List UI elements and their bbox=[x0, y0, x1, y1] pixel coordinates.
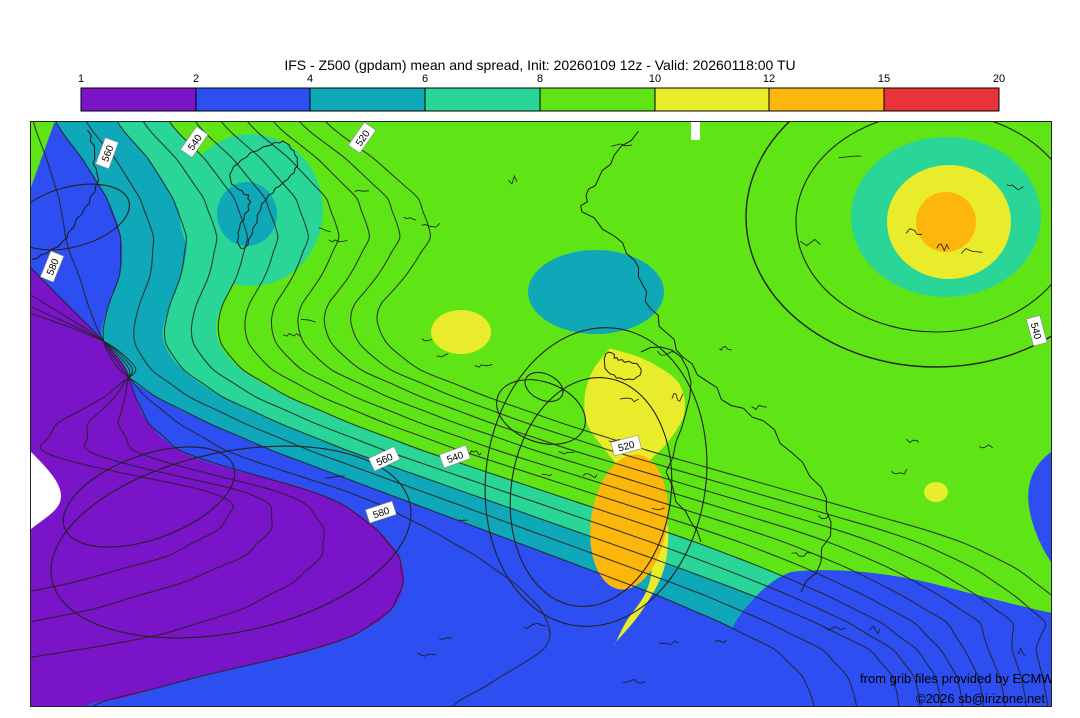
svg-text:6: 6 bbox=[422, 73, 428, 85]
svg-text:©2026 sb@irizone.net: ©2026 sb@irizone.net bbox=[916, 691, 1045, 706]
svg-text:15: 15 bbox=[878, 73, 890, 85]
svg-text:4: 4 bbox=[307, 73, 313, 85]
svg-text:8: 8 bbox=[537, 73, 543, 85]
svg-text:2: 2 bbox=[193, 73, 199, 85]
svg-text:from grib files provided by EC: from grib files provided by ECMWF bbox=[860, 671, 1051, 686]
svg-text:20: 20 bbox=[993, 73, 1005, 85]
svg-text:12: 12 bbox=[763, 73, 775, 85]
svg-text:1: 1 bbox=[78, 73, 84, 85]
svg-text:10: 10 bbox=[649, 73, 661, 85]
